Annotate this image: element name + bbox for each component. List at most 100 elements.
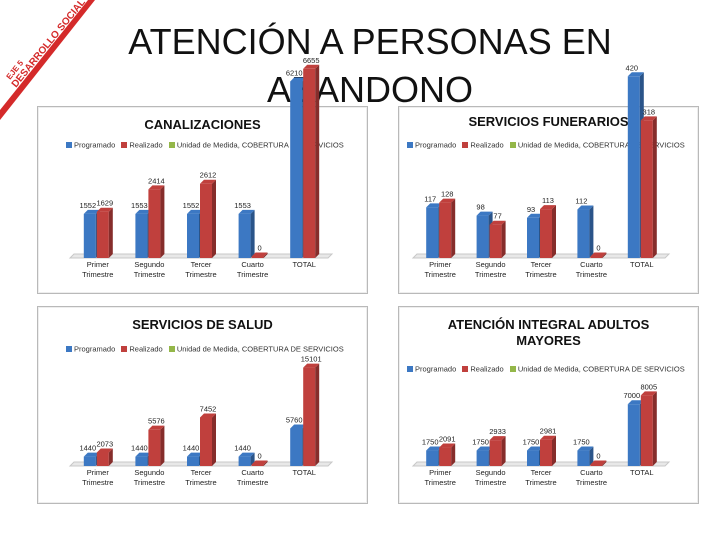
bar-realizado-0	[96, 448, 113, 466]
data-label-programado-1: 1440	[131, 444, 148, 453]
category-label-1: Segundo	[476, 260, 506, 269]
bar-programado-3	[577, 205, 594, 258]
data-label-programado-3: 1750	[573, 438, 590, 447]
category-label-1: Trimestre	[475, 270, 506, 279]
category-label-0: Trimestre	[425, 270, 456, 279]
data-label-programado-1: 1750	[472, 438, 489, 447]
category-label-3: Cuarto	[241, 260, 264, 269]
category-label-3: Trimestre	[237, 478, 268, 487]
bar-realizado-1	[148, 185, 165, 258]
bar-realizado-0	[96, 207, 113, 258]
bar-realizado-1	[148, 425, 165, 466]
category-label-1: Segundo	[476, 468, 506, 477]
chart-title: CANALIZACIONES	[144, 117, 261, 132]
legend-swatch-programado	[407, 142, 413, 149]
data-label-programado-0: 1552	[79, 201, 96, 210]
legend-realizado: Realizado	[129, 140, 163, 150]
bar-realizado-2	[540, 435, 556, 466]
data-label-programado-2: 1552	[183, 201, 200, 210]
data-label-realizado-4: 318	[643, 107, 656, 116]
bar-realizado-3	[590, 252, 607, 258]
chart-legend: Programado Realizado Unidad de Medida, C…	[62, 140, 344, 150]
legend-swatch-realizado	[462, 366, 469, 373]
data-label-realizado-2: 2612	[200, 171, 217, 180]
data-label-programado-4: 5760	[286, 415, 303, 424]
legend-unidad: Unidad de Medida, COBERTURA DE SERVICIOS	[517, 140, 685, 150]
category-label-0: Trimestre	[82, 478, 113, 487]
data-label-programado-4: 6210	[286, 68, 303, 77]
category-label-0: Trimestre	[82, 270, 113, 279]
bar-realizado-2	[200, 179, 216, 258]
bar-realizado-0	[439, 443, 456, 466]
category-label-1: Segundo	[134, 468, 164, 477]
category-label-2: Trimestre	[185, 478, 216, 487]
legend-swatch-programado	[407, 366, 413, 373]
chart-panel-adultos-mayores: ATENCIÓN INTEGRAL ADULTOS MAYORES Progra…	[398, 306, 699, 504]
chart-legend: Programado Realizado Unidad de Medida, C…	[403, 364, 685, 374]
chart-legend: Programado Realizado Unidad de Medida, C…	[403, 140, 685, 150]
data-label-realizado-1: 2414	[148, 176, 165, 185]
category-label-2: Tercer	[191, 260, 212, 269]
data-label-programado-2: 1440	[183, 444, 200, 453]
slide-title: ATENCIÓN A PERSONAS EN ABANDONO	[128, 21, 612, 110]
legend-unidad: Unidad de Medida, COBERTURA DE SERVICIOS	[517, 364, 685, 374]
category-label-2: Trimestre	[185, 270, 216, 279]
category-label-1: Segundo	[134, 260, 164, 269]
category-label-2: Trimestre	[525, 478, 556, 487]
category-label-0: Primer	[429, 468, 452, 477]
bar-realizado-4	[303, 64, 320, 258]
legend-swatch-unidad	[509, 142, 516, 149]
chart-panel-servicios-de-salud: SERVICIOS DE SALUD Programado Realizado …	[37, 306, 368, 504]
data-label-realizado-4: 15101	[301, 355, 322, 364]
data-label-realizado-2: 113	[542, 196, 554, 205]
bar-chart-canalizaciones: 1552 1629PrimerTrimestre15532414SegundoTr…	[68, 56, 334, 279]
category-label-3: Trimestre	[576, 478, 607, 487]
bar-realizado-1	[489, 220, 506, 258]
bar-programado-3	[238, 209, 255, 258]
legend-swatch-programado	[66, 142, 72, 149]
data-label-programado-3: 112	[575, 197, 587, 206]
data-label-realizado-2: 7452	[200, 404, 217, 413]
data-label-realizado-0: 1629	[96, 199, 113, 208]
data-label-realizado-2: 2981	[540, 427, 557, 436]
bar-realizado-4	[640, 391, 657, 466]
data-label-programado-0: 117	[424, 194, 436, 203]
category-label-1: Trimestre	[134, 270, 165, 279]
legend-swatch-programado	[66, 346, 72, 353]
data-label-programado-2: 1750	[523, 438, 540, 447]
data-label-realizado-0: 2091	[439, 435, 456, 444]
bar-realizado-1	[489, 436, 506, 466]
data-label-realizado-4: 8005	[640, 382, 657, 391]
eje-badge: EJE 5 DESARROLLO SOCIAL	[0, 0, 95, 120]
data-label-realizado-1: 5576	[148, 417, 165, 426]
data-label-realizado-0: 2073	[96, 439, 113, 448]
legend-programado: Programado	[74, 140, 116, 150]
legend-programado: Programado	[415, 140, 457, 150]
data-label-realizado-3: 0	[258, 452, 262, 461]
data-label-realizado-3: 0	[258, 244, 262, 253]
category-label-4: TOTAL	[292, 260, 315, 269]
bar-chart-servicios-funerarios: 117128PrimerTrimestre9877SegundoTrimestr…	[411, 63, 671, 279]
category-label-4: TOTAL	[630, 260, 653, 269]
category-label-3: Cuarto	[241, 468, 264, 477]
category-label-2: Tercer	[531, 468, 552, 477]
data-label-programado-3: 1553	[234, 201, 251, 210]
legend-programado: Programado	[415, 364, 457, 374]
bar-realizado-4	[640, 116, 657, 258]
category-label-0: Primer	[87, 468, 110, 477]
data-label-programado-1: 1553	[131, 201, 148, 210]
bar-realizado-4	[303, 363, 320, 466]
bar-realizado-2	[200, 413, 216, 466]
category-label-0: Trimestre	[425, 478, 456, 487]
legend-realizado: Realizado	[470, 364, 504, 374]
legend-swatch-unidad	[168, 142, 175, 149]
bar-realizado-3	[251, 252, 268, 258]
legend-programado: Programado	[74, 344, 116, 354]
category-label-2: Tercer	[191, 468, 212, 477]
bar-realizado-3	[590, 460, 607, 466]
bar-realizado-0	[439, 198, 456, 258]
bar-programado-3	[577, 446, 594, 466]
category-label-3: Cuarto	[580, 260, 603, 269]
bar-chart-adultos-mayores: 1750 2091PrimerTrimestre17502933SegundoTr…	[411, 382, 671, 487]
category-label-4: TOTAL	[292, 468, 315, 477]
